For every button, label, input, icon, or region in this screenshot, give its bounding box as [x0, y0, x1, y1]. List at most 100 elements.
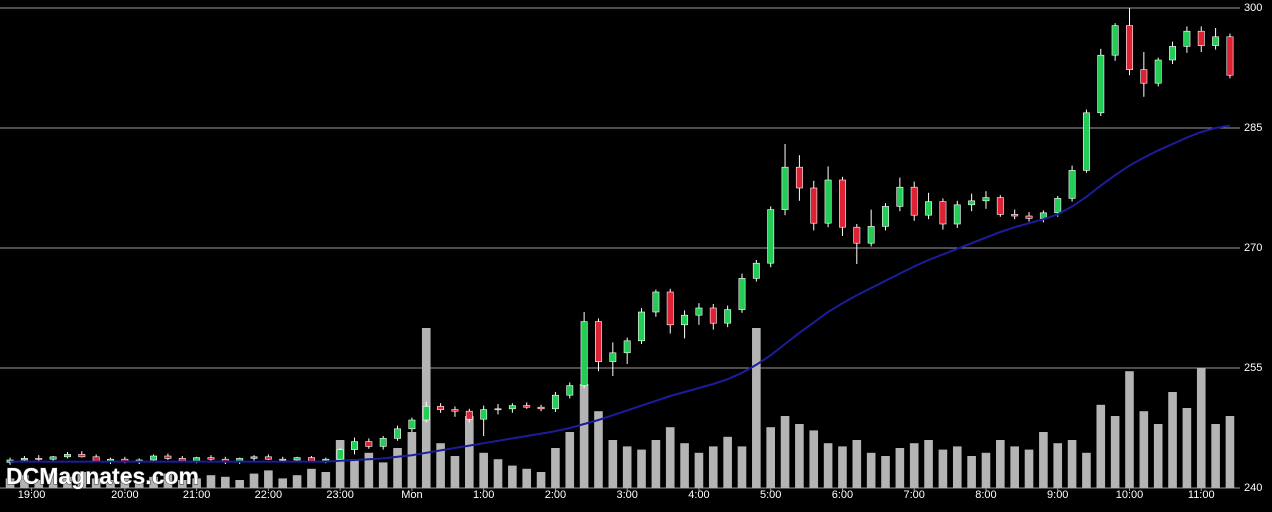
candle-body [910, 186, 918, 216]
candles [6, 8, 1234, 465]
candle-body [838, 179, 846, 228]
candle-body [609, 352, 617, 362]
candle-body [1025, 215, 1033, 219]
volume-bar [795, 424, 804, 488]
volume-bar [536, 472, 546, 488]
volume-bar [221, 476, 230, 488]
volume-bar [264, 470, 273, 488]
candle-body [437, 406, 445, 410]
volume-bar [866, 452, 876, 488]
candle-body [666, 291, 674, 326]
volume-bar [278, 478, 288, 488]
volume-bar [1225, 416, 1235, 488]
candle-body [996, 197, 1004, 215]
candle-body [638, 311, 645, 342]
volume-bar [594, 411, 603, 488]
y-tick-label: 300 [1244, 2, 1262, 14]
candle-body [480, 409, 488, 420]
volume-bar [465, 416, 474, 488]
volume-bar [163, 473, 173, 488]
volume-bar [967, 456, 976, 488]
candle-body [1140, 69, 1148, 84]
labels: 240 255 270 285 300 19:00 20:00 21:00 22:00 23:00… [18, 2, 1263, 501]
volume-bar [1211, 424, 1220, 488]
candle-body [250, 456, 258, 459]
volume-bar [292, 475, 302, 488]
volume-bar [321, 472, 331, 488]
volume-bar [235, 480, 244, 488]
x-tick-label: 5:00 [760, 489, 781, 501]
moving-average [10, 124, 1231, 463]
candle-body [1169, 46, 1177, 61]
grid [0, 7, 1240, 489]
volume-bar [91, 478, 101, 488]
candle-body [178, 458, 186, 462]
volume-bar [838, 446, 847, 488]
volume-bar [1168, 392, 1177, 488]
volume-bar [723, 436, 732, 488]
x-tick-label: 4:00 [688, 489, 709, 501]
candle-body [580, 321, 588, 386]
y-tick-label: 285 [1244, 122, 1262, 134]
candle-body [1054, 198, 1062, 214]
candle-body [652, 291, 660, 313]
candle-body [92, 456, 100, 462]
volume-bar [393, 448, 402, 488]
volume-bar [823, 443, 833, 488]
volume-bar [737, 446, 747, 488]
candle-body [35, 458, 43, 460]
x-tick-label: 3:00 [616, 489, 637, 501]
candle-body [595, 321, 602, 362]
volume-bar [809, 430, 819, 488]
volume-bar [996, 440, 1005, 488]
candle-body [150, 455, 158, 461]
x-tick-label: 20:00 [111, 489, 139, 501]
candle-body [193, 457, 201, 462]
volume-bar [20, 475, 29, 488]
volume-bar [149, 476, 158, 488]
candle-body [752, 262, 760, 279]
candle-body [264, 456, 272, 460]
candle-body [939, 201, 947, 225]
volume-bar [134, 481, 144, 488]
volume-bar [881, 456, 890, 488]
candle-body [1226, 36, 1234, 76]
volume-bar [106, 480, 115, 488]
candle-body [896, 186, 904, 207]
y-tick-label: 270 [1244, 242, 1262, 254]
volume-bar [436, 443, 445, 488]
candle-body [394, 428, 402, 439]
volume-bar [350, 459, 359, 488]
candle-body [1126, 25, 1133, 70]
x-tick-label: 6:00 [832, 489, 853, 501]
volume-bar [5, 478, 15, 488]
volume-bar [307, 468, 316, 488]
candle-body [795, 166, 803, 189]
candle-body [695, 307, 703, 316]
candle-body [1082, 112, 1090, 171]
volume-bar [335, 440, 345, 488]
candle-body [78, 454, 86, 458]
volume-bar [48, 473, 58, 488]
candle-body [882, 206, 889, 227]
candle-body [365, 441, 373, 447]
candle-body [451, 409, 459, 412]
volume-bar [1039, 432, 1048, 488]
volume-bar [1139, 411, 1149, 488]
candle-body [494, 408, 502, 411]
volume-bar [206, 475, 216, 488]
candle-body [709, 307, 717, 324]
candle-body [207, 457, 215, 460]
volume-bar [1182, 408, 1192, 488]
candle-body [1154, 59, 1162, 84]
candle-body [925, 201, 933, 216]
volume-bar [1082, 452, 1091, 488]
candle-body [164, 455, 172, 459]
volume-bar [1010, 446, 1019, 488]
candle-body [307, 457, 315, 462]
volume-bar [637, 449, 646, 488]
volume-bar [1125, 371, 1134, 488]
x-tick-label: 10:00 [1116, 489, 1144, 501]
